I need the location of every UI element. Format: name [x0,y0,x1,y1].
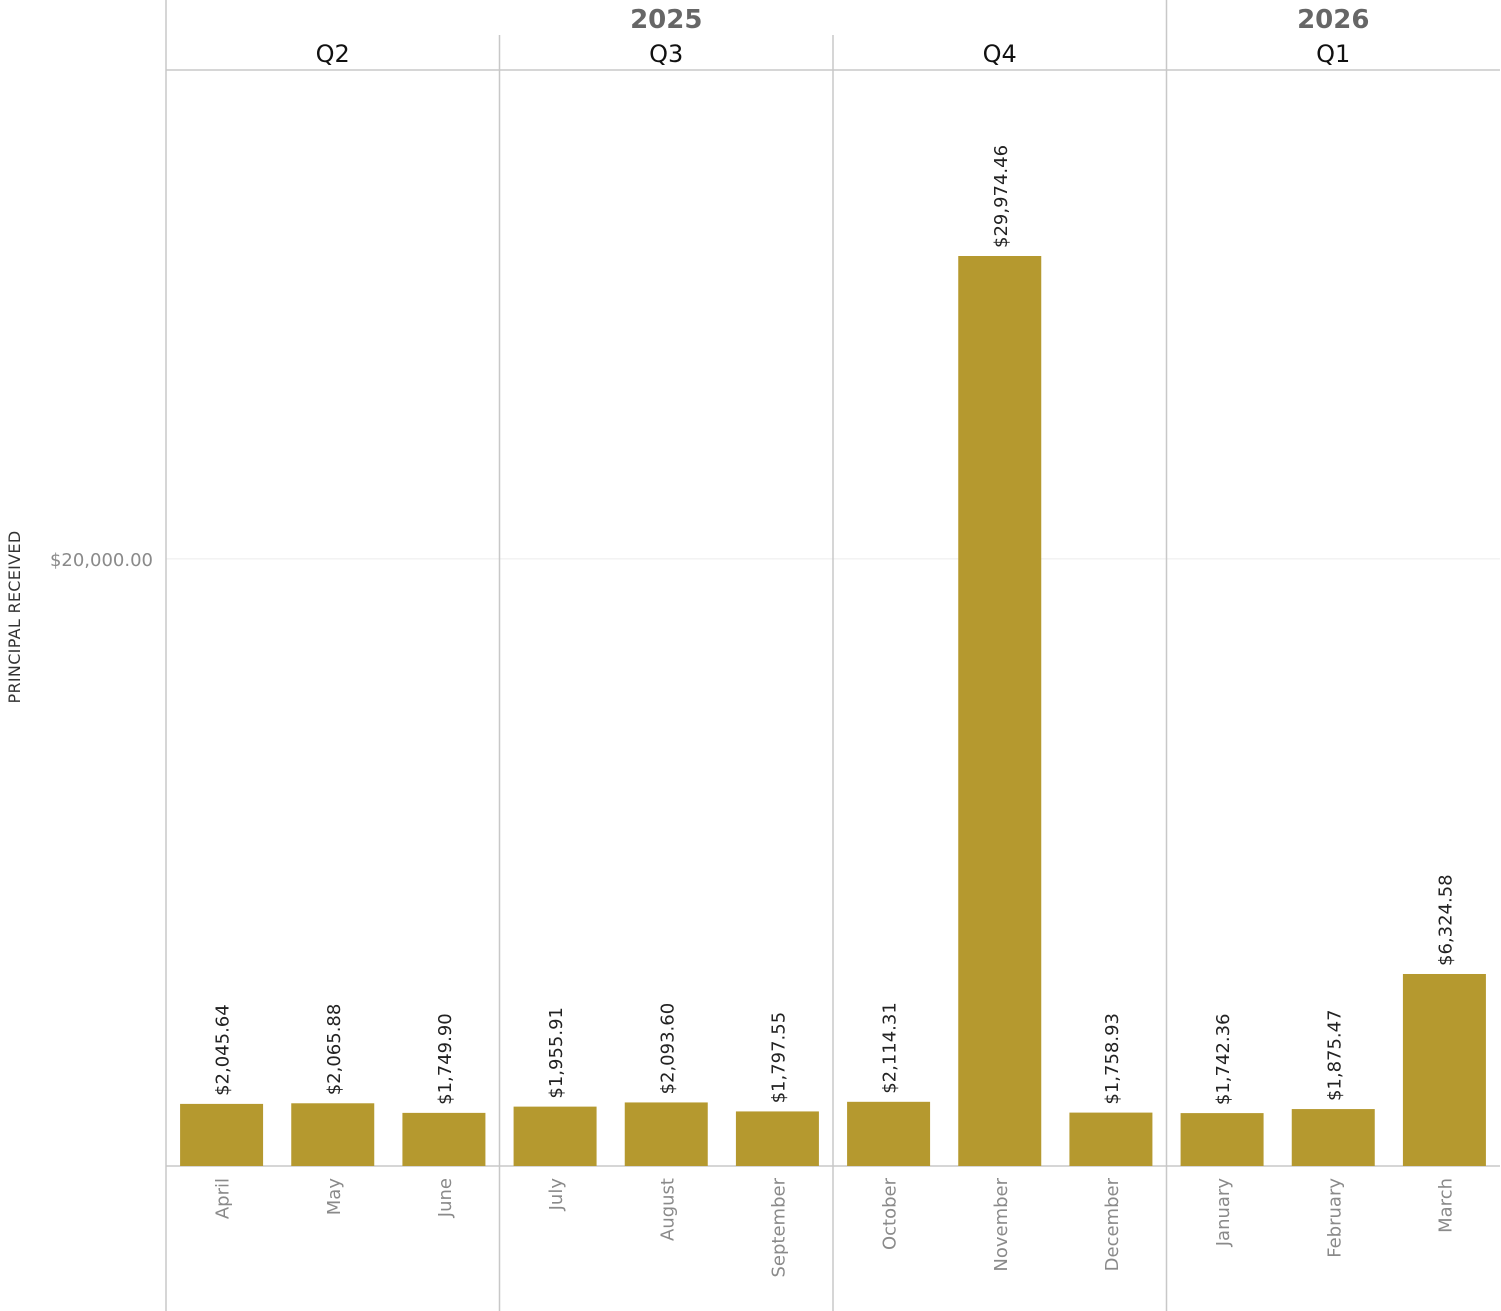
bar-december[interactable] [1069,1112,1153,1166]
value-label-march: $6,324.58 [1435,874,1456,966]
bar-june[interactable] [402,1112,486,1166]
month-label-april: April [213,1178,234,1219]
bar-november[interactable] [958,256,1042,1166]
month-label-may: May [324,1178,345,1216]
bar-october[interactable] [847,1101,931,1166]
quarter-label-q2: Q2 [316,40,350,68]
bar-february[interactable] [1291,1109,1375,1166]
value-label-february: $1,875.47 [1324,1009,1345,1101]
y-tick-label: $20,000.00 [50,550,153,571]
month-label-january: January [1213,1178,1234,1248]
year-label-2026: 2026 [1297,5,1369,35]
value-label-november: $29,974.46 [991,145,1012,248]
value-label-april: $2,045.64 [213,1004,234,1096]
month-label-november: November [991,1177,1012,1271]
bar-january[interactable] [1180,1113,1264,1166]
month-label-february: February [1324,1178,1345,1258]
quarter-label-q3: Q3 [649,40,683,68]
quarter-label-q1: Q1 [1316,40,1350,68]
bar-august[interactable] [624,1102,708,1166]
quarter-label-q4: Q4 [983,40,1017,68]
value-label-january: $1,742.36 [1213,1013,1234,1105]
value-label-august: $2,093.60 [657,1003,678,1095]
month-label-march: March [1435,1178,1456,1233]
bar-july[interactable] [513,1106,597,1166]
value-label-september: $1,797.55 [768,1012,789,1104]
month-label-july: July [546,1178,567,1212]
value-label-july: $1,955.91 [546,1007,567,1099]
month-label-september: September [768,1177,789,1277]
value-label-may: $2,065.88 [324,1004,345,1096]
value-label-october: $2,114.31 [880,1002,901,1094]
month-label-december: December [1102,1177,1123,1271]
y-axis-title: PRINCIPAL RECEIVED [5,531,24,704]
month-label-august: August [657,1178,678,1241]
year-label-2025: 2025 [630,5,702,35]
value-label-december: $1,758.93 [1102,1013,1123,1105]
value-label-june: $1,749.90 [435,1013,456,1105]
bar-september[interactable] [735,1111,819,1166]
bar-may[interactable] [291,1103,375,1166]
month-label-october: October [880,1177,901,1250]
month-label-june: June [435,1178,456,1218]
bar-april[interactable] [180,1103,264,1166]
bar-march[interactable] [1402,973,1486,1166]
